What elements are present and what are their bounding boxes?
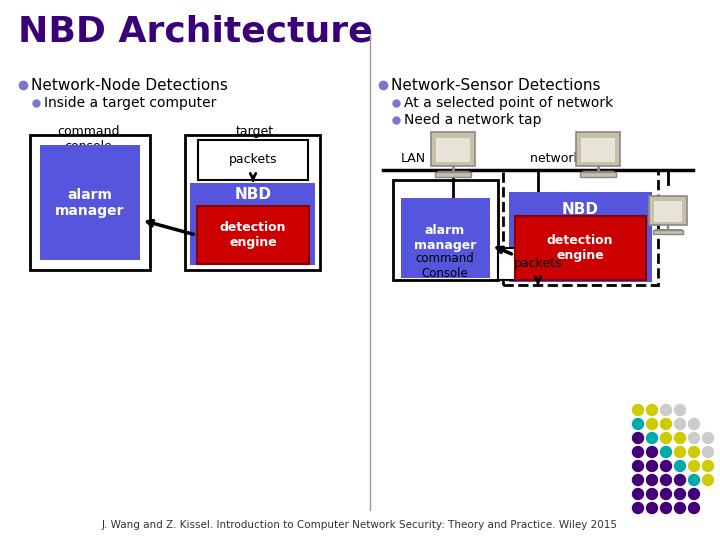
Circle shape bbox=[688, 418, 700, 429]
Circle shape bbox=[632, 475, 644, 485]
Circle shape bbox=[660, 475, 672, 485]
Circle shape bbox=[632, 447, 644, 457]
Circle shape bbox=[632, 404, 644, 415]
Text: Need a network tap: Need a network tap bbox=[404, 113, 541, 127]
FancyBboxPatch shape bbox=[653, 230, 683, 234]
FancyBboxPatch shape bbox=[198, 140, 308, 180]
Circle shape bbox=[632, 418, 644, 429]
Circle shape bbox=[675, 433, 685, 443]
Circle shape bbox=[703, 475, 714, 485]
FancyBboxPatch shape bbox=[435, 172, 471, 177]
FancyBboxPatch shape bbox=[580, 172, 616, 177]
Circle shape bbox=[675, 489, 685, 500]
FancyBboxPatch shape bbox=[654, 201, 683, 221]
FancyBboxPatch shape bbox=[431, 132, 475, 166]
FancyBboxPatch shape bbox=[401, 198, 490, 278]
Circle shape bbox=[647, 418, 657, 429]
Circle shape bbox=[660, 461, 672, 471]
Text: packets: packets bbox=[229, 152, 277, 165]
Circle shape bbox=[632, 489, 644, 500]
FancyBboxPatch shape bbox=[190, 183, 315, 265]
Circle shape bbox=[675, 503, 685, 514]
FancyBboxPatch shape bbox=[436, 138, 470, 162]
Text: NBD: NBD bbox=[562, 202, 598, 217]
Circle shape bbox=[703, 461, 714, 471]
Text: detection
engine: detection engine bbox=[220, 221, 287, 249]
FancyBboxPatch shape bbox=[30, 135, 150, 270]
FancyBboxPatch shape bbox=[515, 216, 646, 280]
Circle shape bbox=[632, 503, 644, 514]
Text: At a selected point of network: At a selected point of network bbox=[404, 96, 613, 110]
Text: network tap: network tap bbox=[531, 152, 606, 165]
Text: Network-Node Detections: Network-Node Detections bbox=[31, 78, 228, 92]
Circle shape bbox=[647, 489, 657, 500]
Circle shape bbox=[647, 503, 657, 514]
Circle shape bbox=[688, 503, 700, 514]
Text: alarm
manager: alarm manager bbox=[414, 224, 476, 252]
Circle shape bbox=[675, 404, 685, 415]
Circle shape bbox=[688, 433, 700, 443]
Circle shape bbox=[703, 433, 714, 443]
FancyBboxPatch shape bbox=[503, 170, 658, 285]
Text: detection
engine: detection engine bbox=[546, 234, 613, 262]
Text: NBD Architecture: NBD Architecture bbox=[18, 14, 373, 48]
Text: LAN: LAN bbox=[400, 152, 426, 165]
Circle shape bbox=[647, 475, 657, 485]
Circle shape bbox=[675, 447, 685, 457]
Circle shape bbox=[675, 461, 685, 471]
Text: command
Console: command Console bbox=[415, 252, 474, 280]
Circle shape bbox=[647, 433, 657, 443]
Circle shape bbox=[660, 404, 672, 415]
Circle shape bbox=[660, 503, 672, 514]
FancyBboxPatch shape bbox=[498, 248, 578, 280]
Text: Network-Sensor Detections: Network-Sensor Detections bbox=[391, 78, 600, 92]
Circle shape bbox=[675, 418, 685, 429]
Text: packets: packets bbox=[514, 256, 562, 269]
Circle shape bbox=[632, 461, 644, 471]
Circle shape bbox=[688, 447, 700, 457]
FancyBboxPatch shape bbox=[393, 180, 498, 280]
Circle shape bbox=[688, 461, 700, 471]
Circle shape bbox=[688, 475, 700, 485]
Circle shape bbox=[660, 447, 672, 457]
Circle shape bbox=[660, 489, 672, 500]
Text: Inside a target computer: Inside a target computer bbox=[44, 96, 217, 110]
Text: alarm
manager: alarm manager bbox=[55, 188, 125, 218]
FancyBboxPatch shape bbox=[185, 135, 320, 270]
FancyBboxPatch shape bbox=[509, 192, 652, 282]
Circle shape bbox=[675, 475, 685, 485]
Text: J. Wang and Z. Kissel. Introduction to Computer Network Security: Theory and Pra: J. Wang and Z. Kissel. Introduction to C… bbox=[102, 520, 618, 530]
Circle shape bbox=[647, 447, 657, 457]
Circle shape bbox=[660, 418, 672, 429]
Circle shape bbox=[647, 461, 657, 471]
FancyBboxPatch shape bbox=[40, 145, 140, 260]
Text: target
computer: target computer bbox=[225, 125, 285, 153]
Text: command
console: command console bbox=[57, 125, 120, 153]
Circle shape bbox=[647, 404, 657, 415]
Circle shape bbox=[688, 489, 700, 500]
Circle shape bbox=[660, 433, 672, 443]
FancyBboxPatch shape bbox=[197, 206, 309, 264]
FancyBboxPatch shape bbox=[576, 132, 620, 166]
FancyBboxPatch shape bbox=[581, 138, 615, 162]
Circle shape bbox=[632, 433, 644, 443]
Text: NBD: NBD bbox=[235, 187, 271, 202]
FancyBboxPatch shape bbox=[649, 196, 687, 225]
Circle shape bbox=[703, 447, 714, 457]
